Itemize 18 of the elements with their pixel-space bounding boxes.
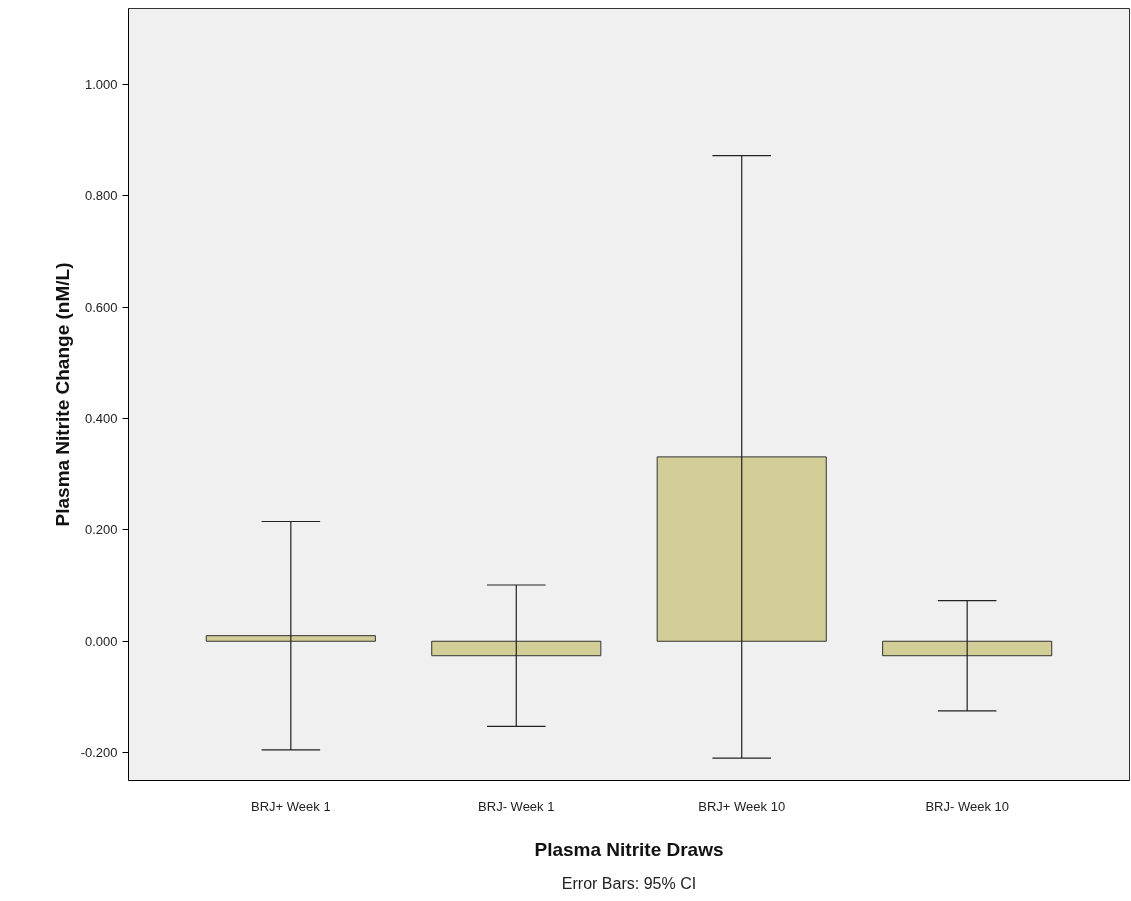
y-tick-label: 0.800 (84, 188, 118, 204)
x-tick-label: BRJ- Week 1 (478, 798, 555, 814)
bar (882, 640, 1053, 657)
x-tick-label: BRJ+ Week 1 (251, 798, 331, 814)
y-tick-label: 1.000 (84, 76, 118, 92)
x-tick-label: BRJ- Week 10 (925, 798, 1009, 814)
bar (656, 456, 827, 642)
y-tick-label: 0.200 (84, 522, 118, 538)
text: Error Bars: 95% CI (561, 874, 697, 892)
x-axis-title: Plasma Nitrite Draws (534, 838, 724, 860)
y-tick-label: 0.000 (84, 633, 118, 649)
y-tick-label: 0.600 (84, 299, 118, 315)
y-axis-title: Plasma Nitrite Change (nM/L) (51, 262, 73, 527)
y-tick-label: -0.200 (80, 745, 118, 761)
y-tick-label: 0.400 (84, 410, 118, 426)
x-tick-label: BRJ+ Week 10 (698, 798, 786, 814)
bar (205, 635, 376, 642)
bar (431, 640, 602, 657)
